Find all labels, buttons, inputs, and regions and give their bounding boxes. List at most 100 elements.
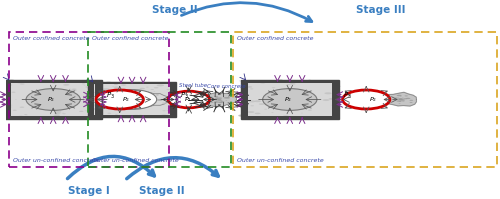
Ellipse shape	[162, 110, 166, 111]
Ellipse shape	[129, 83, 134, 84]
Ellipse shape	[106, 82, 112, 83]
Ellipse shape	[284, 117, 289, 119]
Ellipse shape	[84, 105, 87, 106]
Ellipse shape	[145, 98, 148, 99]
Ellipse shape	[166, 89, 170, 90]
Ellipse shape	[132, 115, 133, 116]
Ellipse shape	[60, 117, 65, 118]
Ellipse shape	[332, 83, 336, 84]
Ellipse shape	[150, 98, 152, 99]
Ellipse shape	[115, 114, 117, 115]
Ellipse shape	[290, 83, 296, 85]
Ellipse shape	[20, 107, 24, 108]
Ellipse shape	[144, 101, 147, 102]
Ellipse shape	[332, 115, 334, 116]
Ellipse shape	[98, 87, 100, 88]
Ellipse shape	[25, 116, 28, 117]
Text: Outer confined concrete: Outer confined concrete	[237, 36, 314, 41]
Ellipse shape	[88, 94, 90, 95]
Bar	[4, 80, 102, 119]
Ellipse shape	[166, 110, 169, 111]
Ellipse shape	[92, 84, 96, 85]
Bar	[4, 80, 102, 119]
Circle shape	[168, 91, 209, 108]
Ellipse shape	[90, 99, 93, 100]
Ellipse shape	[104, 90, 110, 92]
Ellipse shape	[24, 114, 28, 115]
Ellipse shape	[404, 95, 408, 96]
Ellipse shape	[12, 110, 16, 111]
Text: Core concrete: Core concrete	[207, 84, 246, 89]
Bar	[88, 82, 176, 117]
Ellipse shape	[227, 97, 230, 98]
Text: $P_3$: $P_3$	[180, 91, 190, 101]
Ellipse shape	[332, 92, 336, 93]
Ellipse shape	[214, 98, 218, 99]
Bar	[88, 32, 231, 167]
Ellipse shape	[54, 115, 60, 117]
Ellipse shape	[157, 99, 162, 101]
Text: Outer un-confined concrete: Outer un-confined concrete	[237, 158, 324, 163]
Ellipse shape	[264, 109, 267, 110]
Ellipse shape	[214, 102, 217, 103]
Ellipse shape	[154, 87, 158, 88]
Bar	[4, 80, 102, 83]
Ellipse shape	[298, 82, 302, 83]
Bar	[240, 80, 339, 119]
Circle shape	[108, 90, 156, 109]
Text: $P_3$: $P_3$	[343, 91, 352, 101]
Bar	[240, 116, 339, 119]
Ellipse shape	[248, 100, 256, 102]
Bar	[240, 80, 248, 119]
Text: Outer confined concrete: Outer confined concrete	[92, 36, 168, 41]
Ellipse shape	[214, 96, 218, 97]
Text: $P_1$: $P_1$	[184, 95, 192, 104]
Ellipse shape	[332, 105, 334, 106]
Ellipse shape	[398, 103, 400, 104]
Ellipse shape	[218, 100, 222, 101]
Ellipse shape	[162, 114, 166, 116]
Ellipse shape	[224, 97, 230, 99]
Ellipse shape	[216, 99, 221, 100]
Polygon shape	[134, 92, 168, 107]
Text: Outer un-confined concrete: Outer un-confined concrete	[13, 158, 100, 163]
Ellipse shape	[52, 117, 55, 118]
Text: Stage II: Stage II	[140, 186, 185, 196]
Ellipse shape	[54, 111, 62, 113]
Bar	[170, 82, 176, 117]
Ellipse shape	[147, 96, 150, 97]
Ellipse shape	[70, 90, 76, 91]
Ellipse shape	[77, 81, 84, 83]
Ellipse shape	[150, 100, 154, 101]
Text: $P_2$: $P_2$	[284, 96, 292, 104]
Ellipse shape	[143, 99, 148, 100]
Ellipse shape	[151, 100, 156, 101]
Ellipse shape	[399, 101, 402, 102]
Ellipse shape	[91, 108, 96, 110]
Ellipse shape	[324, 92, 332, 94]
Ellipse shape	[86, 86, 90, 88]
Ellipse shape	[30, 117, 35, 119]
Ellipse shape	[396, 95, 402, 96]
Bar	[88, 82, 176, 117]
Ellipse shape	[54, 113, 60, 115]
Text: Outer confined concrete: Outer confined concrete	[13, 36, 90, 41]
Ellipse shape	[308, 110, 312, 111]
Ellipse shape	[20, 118, 26, 120]
Ellipse shape	[238, 115, 244, 117]
Bar	[4, 80, 12, 119]
Circle shape	[96, 90, 144, 109]
Ellipse shape	[150, 89, 154, 90]
Ellipse shape	[112, 86, 114, 87]
Ellipse shape	[254, 81, 262, 83]
Ellipse shape	[399, 99, 402, 100]
Ellipse shape	[226, 100, 227, 101]
Ellipse shape	[400, 96, 402, 97]
Ellipse shape	[162, 102, 168, 104]
Circle shape	[26, 89, 80, 110]
Ellipse shape	[146, 87, 148, 88]
Ellipse shape	[410, 102, 412, 103]
Ellipse shape	[254, 100, 262, 102]
Ellipse shape	[92, 109, 96, 110]
Text: Outer un-confined concrete: Outer un-confined concrete	[92, 158, 178, 163]
